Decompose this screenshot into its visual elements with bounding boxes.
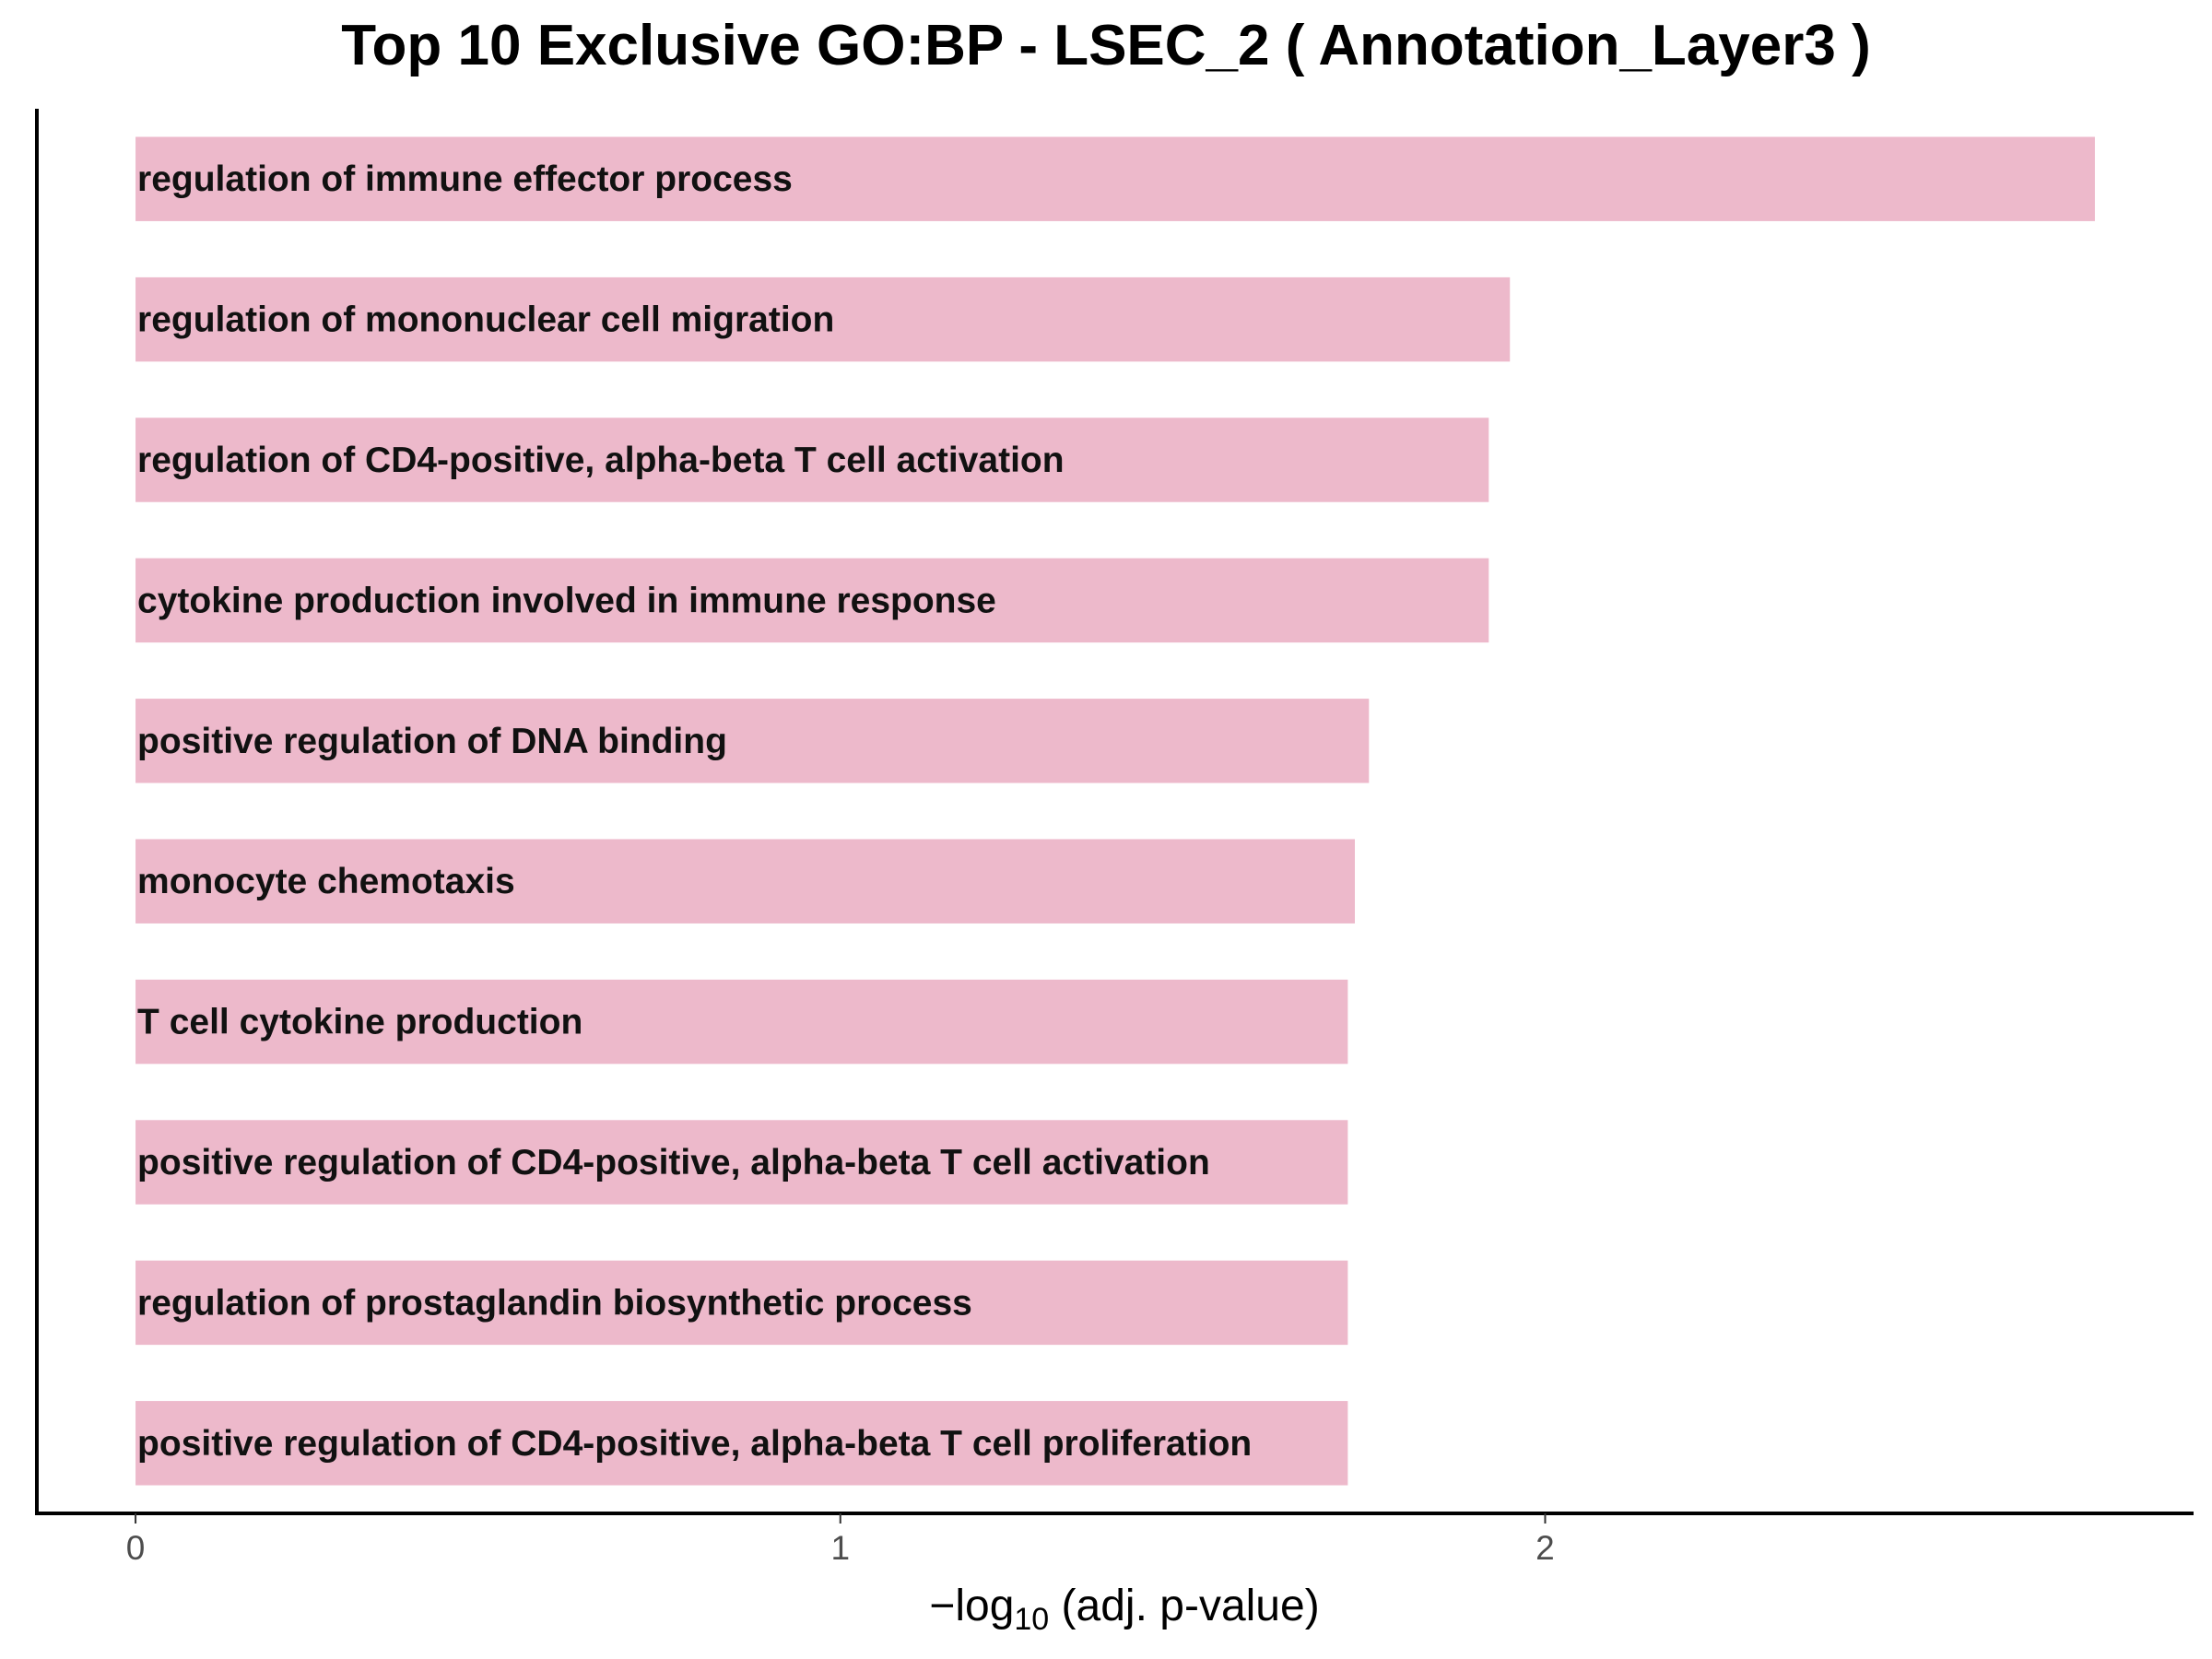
- x-tick-label-2: 2: [1535, 1529, 1555, 1567]
- chart-title: Top 10 Exclusive GO:BP - LSEC_2 ( Annota…: [341, 14, 1871, 77]
- bar-labels-layer: regulation of immune effector process reg…: [137, 159, 1252, 1464]
- x-tick-label-1: 1: [830, 1529, 850, 1567]
- bar-2: [135, 276, 1511, 362]
- bar-9: [135, 1260, 1348, 1346]
- bar-8: [135, 1120, 1348, 1205]
- bar-label-2: regulation of mononuclear cell migration: [137, 300, 834, 340]
- bar-label-3: regulation of CD4-positive, alpha-beta T…: [137, 441, 1065, 480]
- x-axis-title-subscript: 10: [1014, 1602, 1049, 1637]
- bars-layer: [135, 136, 2095, 1486]
- bar-10: [135, 1401, 1348, 1486]
- x-tick-label-0: 0: [126, 1529, 146, 1567]
- bar-label-8: positive regulation of CD4-positive, alp…: [137, 1143, 1210, 1182]
- x-axis-title: −log10 (adj. p-value): [929, 1582, 1319, 1637]
- bar-label-10: positive regulation of CD4-positive, alp…: [137, 1424, 1252, 1464]
- bar-label-1: regulation of immune effector process: [137, 159, 793, 199]
- bar-label-7: T cell cytokine production: [137, 1003, 582, 1042]
- bar-label-6: monocyte chemotaxis: [137, 862, 515, 901]
- bar-6: [135, 839, 1355, 924]
- bar-4: [135, 558, 1489, 643]
- bar-3: [135, 418, 1489, 502]
- x-axis-title-prefix: −log: [929, 1582, 1014, 1630]
- bar-1: [135, 136, 2095, 221]
- bar-7: [135, 979, 1348, 1065]
- x-axis-ticks: 0 1 2: [126, 1513, 1555, 1567]
- bar-label-9: regulation of prostaglandin biosynthetic…: [137, 1283, 972, 1323]
- bar-label-4: cytokine production involved in immune r…: [137, 581, 996, 620]
- bar-label-5: positive regulation of DNA binding: [137, 722, 727, 761]
- bar-5: [135, 699, 1370, 783]
- x-axis-title-suffix: (adj. p-value): [1049, 1582, 1319, 1630]
